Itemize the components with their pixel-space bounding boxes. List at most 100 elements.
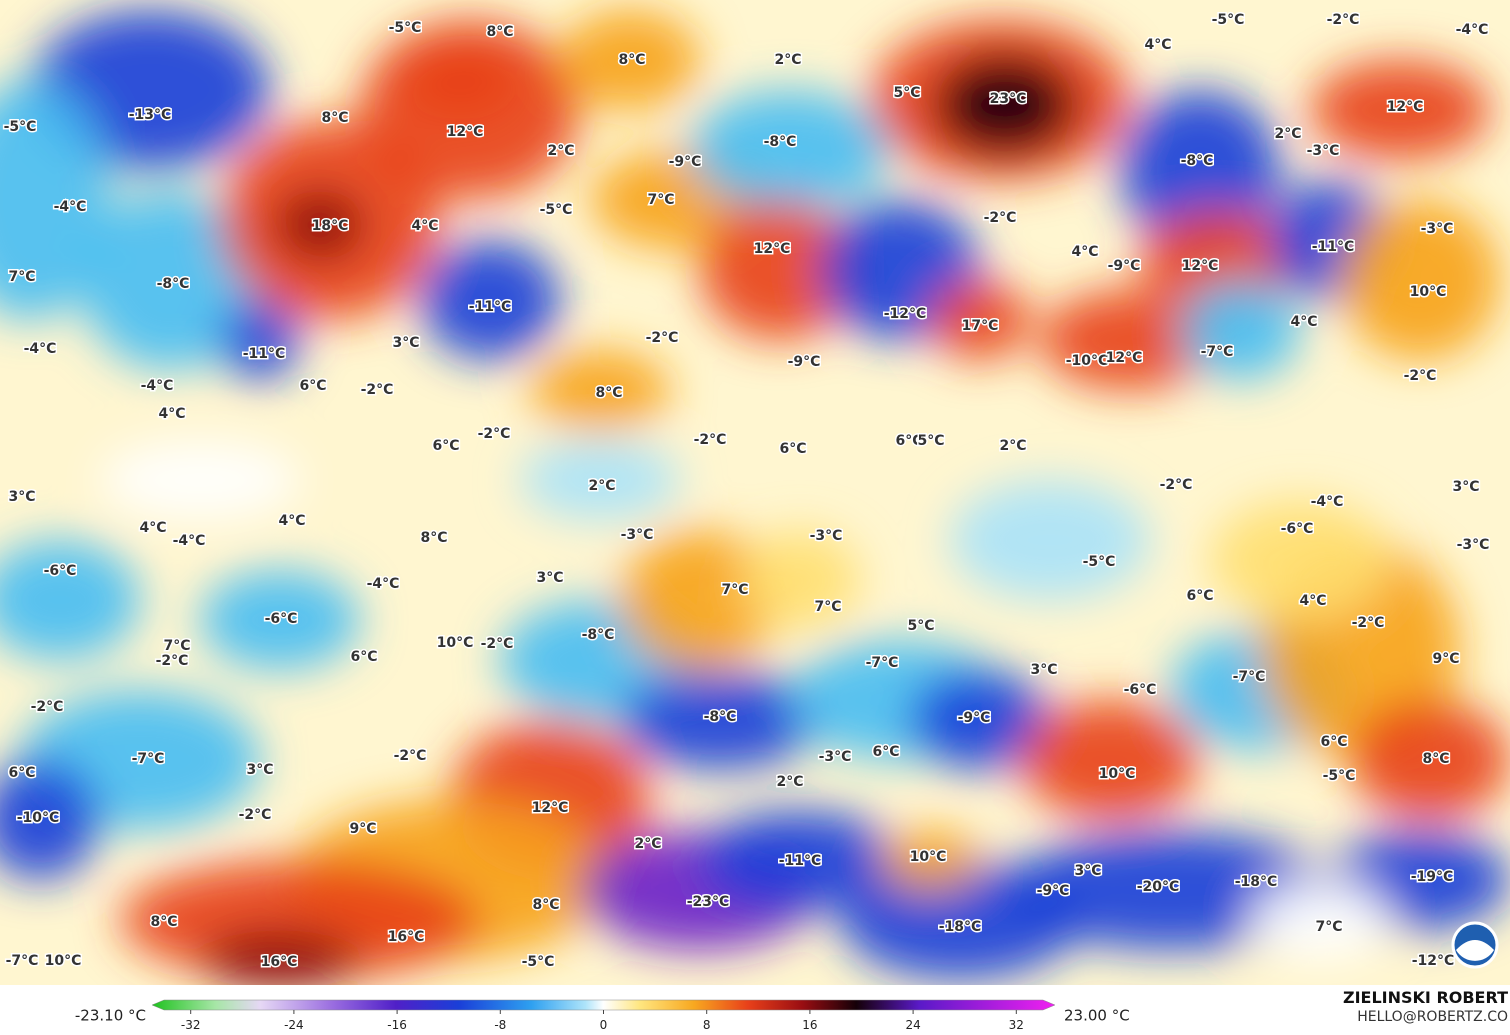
temperature-label: -19°C [1411,869,1454,885]
temperature-label: 8°C [486,24,513,40]
temperature-label: 6°C [1186,588,1213,604]
temperature-label: -3°C [621,527,654,543]
temperature-label: -11°C [243,346,286,362]
anomaly-blob [1210,500,1390,620]
map-labels: -5°C 8°C 8°C 2°C 4°C -5°C -2°C -4°C -13°C -5°C 8°C… [2,11,1491,972]
temperature-label: 7°C [8,269,35,285]
anomaly-blob [700,200,860,340]
anomaly-blob [0,760,100,880]
anomaly-blob [1020,700,1200,820]
temperature-label: 3°C [392,335,419,351]
temperature-label: -5°C [1212,12,1245,28]
temperature-label: 4°C [1071,244,1098,260]
anomaly-blob [400,40,520,120]
temperature-label: 6°C [432,438,459,454]
temperature-label: 12°C [1182,258,1219,274]
temperature-label: 16°C [261,954,298,970]
temperature-label: 4°C [278,513,305,529]
temperature-label: -8°C [582,627,615,643]
temperature-label: 3°C [536,570,563,586]
temperature-label: 18°C [312,218,349,234]
anomaly-blob [1040,290,1220,390]
temperature-label: 8°C [1422,751,1449,767]
colorbar-min: -23.10 °C [75,1007,146,1025]
anomaly-blob [420,240,560,360]
anomaly-blob [1250,880,1390,960]
colorbar-tick-label: 24 [905,1018,920,1032]
temperature-label: -5°C [522,954,555,970]
temperature-label: 7°C [163,638,190,654]
email: HELLO@ROBERTZ.CO [1357,1009,1508,1025]
temperature-label: 6°C [350,649,377,665]
colorbar-tick-label: -16 [387,1018,407,1032]
temperature-label: 8°C [618,52,645,68]
colorbar-tick-label: 32 [1009,1018,1024,1032]
temperature-label: 2°C [1274,126,1301,142]
temperature-label: 4°C [411,218,438,234]
anomaly-blob [935,55,1075,155]
temperature-label: -6°C [44,563,77,579]
temperature-label: 2°C [634,836,661,852]
temperature-label: -2°C [1327,12,1360,28]
temperature-label: -3°C [810,528,843,544]
colorbar-tick-label: 0 [600,1018,608,1032]
temperature-label: -4°C [141,378,174,394]
temperature-label: 6°C [299,378,326,394]
temperature-label: -9°C [1037,883,1070,899]
temperature-label: -12°C [884,306,927,322]
temperature-label: -5°C [1083,554,1116,570]
anomaly-blob [275,190,365,260]
temperature-label: -5°C [1323,768,1356,784]
temperature-label: -18°C [1235,874,1278,890]
temperature-label: 5°C [907,618,934,634]
temperature-label: 3°C [1074,863,1101,879]
temperature-label: 3°C [8,489,35,505]
temperature-label: 4°C [139,520,166,536]
temperature-label: -9°C [958,710,991,726]
anomaly-blob [740,530,860,630]
colorbar-tick-label: 16 [802,1018,817,1032]
temperature-label: -6°C [1124,682,1157,698]
temperature-label: -2°C [694,432,727,448]
anomaly-blob [1180,280,1300,380]
anomaly-blob [530,350,670,430]
temperature-label: -4°C [367,576,400,592]
temperature-label: 2°C [776,774,803,790]
temperature-label: -2°C [31,699,64,715]
temperature-label: -13°C [129,107,172,123]
temperature-label: -2°C [1404,368,1437,384]
temperature-label: -11°C [779,853,822,869]
temperature-label: -3°C [1421,221,1454,237]
temperature-label: -8°C [157,276,190,292]
temperature-label: -4°C [1311,494,1344,510]
temperature-label: 2°C [547,143,574,159]
temperature-label: -3°C [1307,143,1340,159]
temperature-label: -2°C [984,210,1017,226]
temperature-label: 8°C [150,914,177,930]
temperature-label: 6°C [779,441,806,457]
temperature-label: -5°C [389,20,422,36]
temperature-label: 7°C [721,582,748,598]
temperature-label: -6°C [1281,521,1314,537]
temperature-label: 2°C [588,478,615,494]
colorbar [151,999,1056,1011]
temperature-label: -4°C [24,341,57,357]
temperature-label: 23°C [990,91,1027,107]
anomaly-blob [1120,90,1280,250]
anomaly-field [0,10,1510,985]
temperature-label: -2°C [1352,615,1385,631]
temperature-label: 8°C [321,110,348,126]
temperature-label: 8°C [420,530,447,546]
temperature-label: -8°C [764,134,797,150]
temperature-label: -2°C [481,636,514,652]
temperature-label: -20°C [1137,879,1180,895]
temperature-label: 3°C [1030,662,1057,678]
anomaly-blob [0,540,140,660]
anomaly-blob [1340,200,1500,360]
temperature-label: 7°C [1315,919,1342,935]
anomaly-blob [1310,60,1490,160]
temperature-label: 3°C [1452,479,1479,495]
anomaly-blob [1350,700,1510,820]
temperature-label: 4°C [158,406,185,422]
